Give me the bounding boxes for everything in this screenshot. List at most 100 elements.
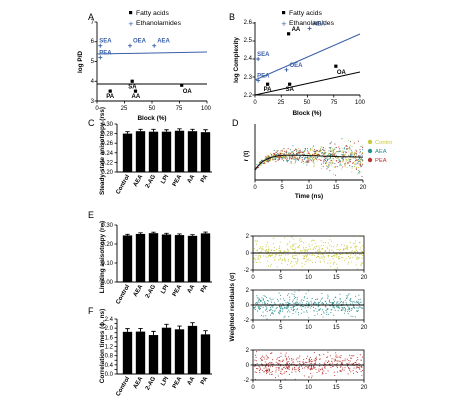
panel-d-data-point bbox=[293, 149, 296, 151]
residuals-data-point bbox=[327, 351, 329, 353]
residuals-data-point bbox=[347, 373, 349, 375]
panel-d-data-point bbox=[285, 156, 287, 158]
panel-d-data-point bbox=[290, 161, 292, 163]
panel-d-data-point bbox=[284, 151, 287, 153]
residuals-data-point bbox=[265, 246, 267, 248]
residuals-data-point bbox=[272, 298, 274, 300]
panel-d-data-point bbox=[347, 158, 349, 160]
residuals-data-point bbox=[256, 362, 258, 364]
residuals-data-point bbox=[256, 250, 258, 252]
residuals-data-point bbox=[287, 260, 289, 262]
residuals-data-point bbox=[304, 260, 306, 262]
residuals-data-point bbox=[288, 366, 291, 368]
residuals-y-tick-label: 2 bbox=[246, 348, 250, 354]
residuals-data-point bbox=[312, 303, 314, 305]
residuals-data-point bbox=[337, 258, 340, 260]
panel-d-data-point bbox=[279, 153, 281, 155]
residuals-data-point bbox=[305, 366, 307, 368]
residuals-data-point bbox=[338, 305, 340, 307]
panel-a-x-tick-label: 25 bbox=[121, 106, 128, 112]
panel-d-data-point bbox=[314, 158, 316, 160]
residuals-data-point bbox=[350, 247, 352, 249]
residuals-data-point bbox=[257, 310, 259, 312]
residuals-y-tick-label: 0 bbox=[246, 303, 250, 309]
residuals-data-point bbox=[329, 259, 331, 261]
residuals-data-point bbox=[275, 253, 277, 255]
panel-f-x-tick-labels: Control AEA 2-AG LPI PEA AA PA bbox=[115, 375, 209, 397]
panel-d-data-point bbox=[358, 171, 361, 173]
panel-d-data-point bbox=[340, 168, 342, 170]
residuals-data-point bbox=[276, 307, 278, 309]
residuals-data-point bbox=[306, 311, 308, 313]
panel-f-y-tick-label: 2.4 bbox=[105, 317, 114, 323]
panel-d-data-point bbox=[290, 162, 292, 164]
residuals-data-point bbox=[290, 262, 292, 264]
residuals-data-point bbox=[255, 259, 257, 261]
panel-d-data-point bbox=[315, 157, 317, 160]
panel-b-legend-fatty: Fatty acids bbox=[289, 10, 322, 17]
residuals-data-point bbox=[325, 242, 327, 244]
residuals-data-point bbox=[359, 249, 361, 251]
panel-d-data-point bbox=[356, 173, 358, 175]
panel-d-data-point bbox=[306, 148, 308, 150]
residuals-data-point bbox=[323, 367, 325, 369]
panel-d-data-point bbox=[308, 153, 310, 155]
residuals-data-point bbox=[302, 250, 304, 252]
residuals-data-point bbox=[311, 240, 313, 242]
panel-c-x-tick-label-pa: PA bbox=[200, 173, 209, 183]
residuals-data-point bbox=[258, 236, 260, 238]
panel-d-data-point bbox=[330, 141, 333, 143]
panel-b-point-pea bbox=[256, 78, 261, 83]
residuals-data-point bbox=[360, 253, 362, 256]
panel-d-data-point bbox=[326, 168, 328, 170]
residuals-data-point bbox=[317, 249, 319, 251]
residuals-data-point bbox=[275, 371, 277, 373]
panel-d-data-point bbox=[260, 163, 262, 165]
residuals-data-point bbox=[284, 306, 286, 308]
residuals-data-point bbox=[355, 310, 358, 312]
residuals-data-point bbox=[325, 302, 328, 304]
residuals-data-point bbox=[349, 369, 351, 371]
panel-d-data-point bbox=[316, 149, 318, 151]
panel-d-data-point bbox=[294, 158, 296, 160]
panel-a-point-label-oa: OA bbox=[183, 89, 193, 95]
residuals-data-point bbox=[308, 365, 310, 367]
residuals-data-point bbox=[309, 245, 311, 247]
panel-d-data-point bbox=[312, 145, 314, 147]
residuals-data-point bbox=[332, 301, 334, 304]
panel-d-data-point bbox=[355, 159, 357, 161]
residuals-data-point bbox=[340, 355, 342, 357]
residuals-data-point bbox=[343, 369, 345, 371]
residuals-data-point bbox=[342, 308, 344, 310]
residuals-data-point bbox=[270, 263, 272, 265]
residuals-data-point bbox=[362, 254, 364, 256]
residuals-data-point bbox=[281, 262, 283, 264]
panel-d-data-point bbox=[297, 158, 299, 160]
residuals-data-point bbox=[339, 257, 341, 260]
residuals-data-point bbox=[265, 367, 267, 369]
panel-d-data-point bbox=[320, 151, 322, 153]
residuals-data-point bbox=[265, 369, 267, 372]
residuals-data-point bbox=[324, 301, 326, 303]
panel-e-x-tick-label-control: Control bbox=[115, 284, 131, 306]
panel-d-data-point bbox=[320, 151, 323, 154]
residuals-data-point bbox=[322, 303, 324, 305]
residuals-x-tick-label: 15 bbox=[333, 385, 340, 391]
panel-d-data-point bbox=[335, 166, 337, 168]
residuals-data-point bbox=[282, 308, 284, 310]
residuals-data-point bbox=[272, 243, 274, 245]
panel-d-data-point bbox=[335, 146, 337, 148]
residuals-data-point bbox=[349, 300, 351, 302]
residuals-data-point bbox=[272, 310, 274, 312]
panel-d-data-point bbox=[329, 148, 332, 150]
panel-a-legend-fatty: Fatty acids bbox=[136, 10, 169, 17]
residuals-data-point bbox=[286, 248, 288, 250]
residuals-data-point bbox=[272, 238, 274, 240]
residuals-data-point bbox=[289, 362, 291, 365]
residuals-data-point bbox=[275, 307, 277, 309]
residuals-data-point bbox=[278, 250, 280, 252]
panel-a-y-tick-label: 4 bbox=[91, 79, 95, 85]
panel-b-point-label-sea: SEA bbox=[257, 52, 270, 58]
panel-d-data-point bbox=[322, 162, 325, 164]
residuals-data-point bbox=[361, 356, 363, 358]
